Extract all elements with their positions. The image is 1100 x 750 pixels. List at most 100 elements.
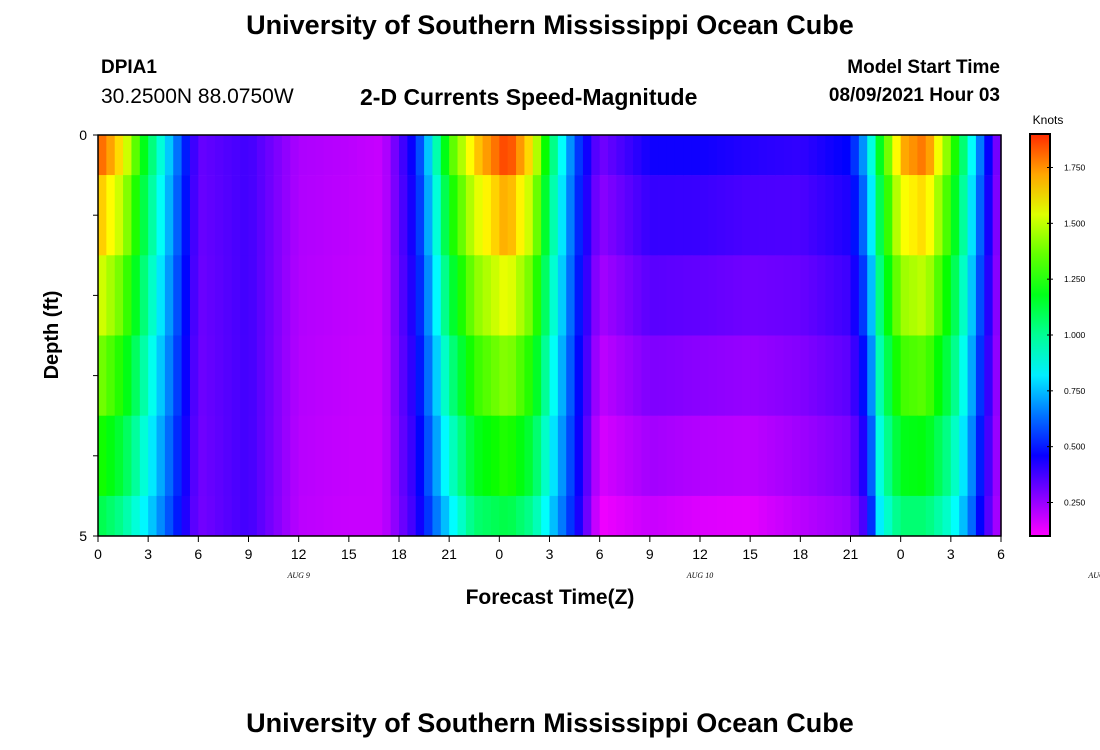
heatmap-cell [399,415,408,497]
heatmap-cell [139,415,149,497]
heatmap-cell [716,135,726,176]
heatmap-cell [683,255,693,336]
heatmap-cell [123,495,133,537]
heatmap-cell [800,255,810,336]
heatmap-cell [549,135,559,176]
heatmap-cell [148,415,158,497]
heatmap-cell [532,255,542,336]
heatmap-cell [390,175,400,256]
heatmap-cell [641,255,651,336]
heatmap-cell [231,415,241,497]
heatmap-cell [382,415,392,497]
heatmap-cell [231,335,241,416]
y-axis: 05 [79,127,98,544]
heatmap-cell [256,495,266,537]
heatmap-cell [967,175,977,256]
heatmap-cell [808,135,818,176]
heatmap-cell [624,335,634,416]
heatmap-cell [741,255,751,336]
heatmap-cell [240,495,250,537]
heatmap-cell [516,495,526,537]
heatmap-cell [750,495,760,537]
heatmap-cell [373,335,383,416]
heatmap-cell [867,495,877,537]
heatmap-cell [641,495,651,537]
heatmap-cell [766,175,776,256]
heatmap-cell [340,255,350,336]
heatmap-cell [164,255,174,336]
heatmap-cell [432,255,442,336]
heatmap-cell [440,335,450,416]
x-tick-label: 18 [793,546,809,562]
heatmap-cell [407,255,417,336]
heatmap-cell [415,415,425,497]
heatmap-cell [474,255,484,336]
heatmap-cell [909,175,918,256]
heatmap-cell [315,335,325,416]
heatmap-cell [424,135,434,176]
heatmap-cell [557,255,567,336]
heatmap-cell [900,415,910,497]
heatmap-cell [382,255,392,336]
heatmap-cell [892,335,902,416]
heatmap-cell [733,135,743,176]
heatmap-cell [658,335,668,416]
heatmap-cell [206,415,216,497]
heatmap-cell [440,255,450,336]
heatmap-cell [708,335,718,416]
heatmap-cell [449,175,459,256]
heatmap-cell [181,335,191,416]
heatmap-cell [240,255,250,336]
heatmap-cell [975,335,985,416]
heatmap-cell [557,175,567,256]
colorbar-tick-label: 0.250 [1064,498,1086,508]
heatmap-cell [290,495,300,537]
heatmap-cell [114,415,124,497]
heatmap-cell [298,255,308,336]
x-tick-label: 12 [291,546,307,562]
heatmap-cell [348,135,358,176]
heatmap-cell [616,415,626,497]
heatmap-cell [148,335,158,416]
heatmap-cell [942,135,952,176]
heatmap-cell [591,335,601,416]
heatmap-cell [649,255,659,336]
heatmap-cell [800,175,810,256]
heatmap-cell [449,495,459,537]
heatmap-cell [674,135,684,176]
heatmap-cell [532,175,542,256]
heatmap-cell [298,135,308,176]
x-tick-label: 21 [843,546,859,562]
heatmap-cell [256,415,266,497]
heatmap-cell [741,135,751,176]
heatmap-cell [700,495,709,537]
heatmap-cell [323,255,333,336]
heatmap-cell [248,175,258,256]
heatmap-cell [323,415,333,497]
heatmap-cell [616,135,626,176]
heatmap-cell [390,495,400,537]
heatmap-cell [114,175,124,256]
colorbar-tick-label: 1.000 [1064,330,1086,340]
heatmap-cell [867,255,877,336]
heatmap-cell [867,335,877,416]
heatmap-cell [256,135,266,176]
heatmap-cell [98,495,107,537]
heatmap-cell [440,495,450,537]
heatmap-cell [950,495,960,537]
heatmap-cell [791,135,801,176]
heatmap-cell [900,255,910,336]
heatmap-cell [758,415,768,497]
colorbar: Knots 0.250 0.500 0.750 1.000 1.250 1.500 1.75… [1029,113,1086,537]
heatmap-cell [440,175,450,256]
date-label: AUG 10 [686,571,713,580]
heatmap-cell [173,415,183,497]
heatmap-cell [516,335,526,416]
heatmap-cell [223,135,233,176]
heatmap-cell [633,335,643,416]
heatmap-cell [842,335,852,416]
heatmap-cell [390,335,400,416]
heatmap-cell [139,255,149,336]
heatmap-cell [365,175,375,256]
heatmap-cell [382,495,392,537]
